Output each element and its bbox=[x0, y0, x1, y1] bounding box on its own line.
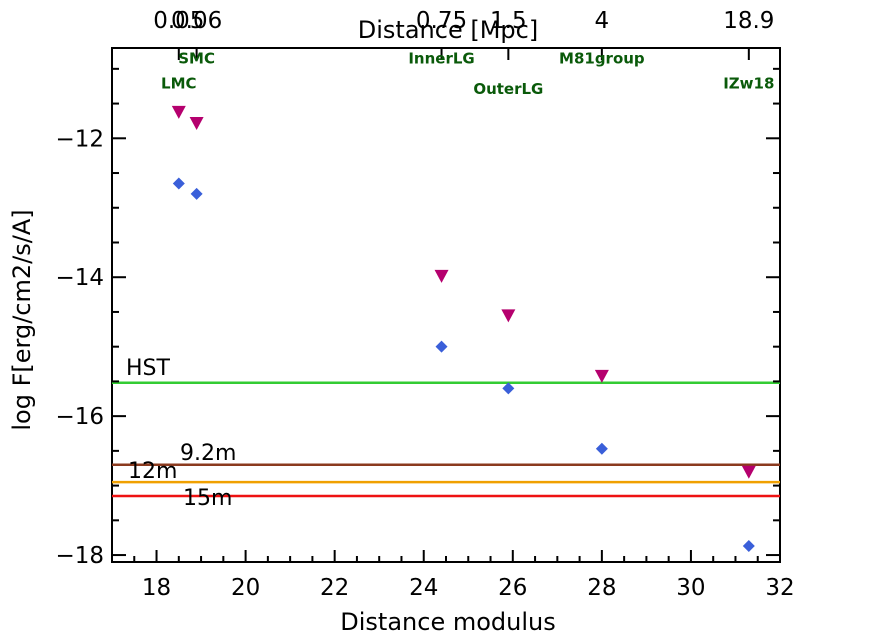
triangles-point bbox=[501, 309, 516, 323]
triangles-point bbox=[171, 105, 186, 119]
top-tick-label: 0.05 bbox=[153, 8, 204, 34]
triangles-point bbox=[594, 369, 609, 383]
hline-label-15m: 15m bbox=[183, 486, 232, 511]
galaxy-label-smc: SMC bbox=[178, 49, 215, 67]
diamonds-point bbox=[172, 177, 185, 190]
y-tick-label: −12 bbox=[55, 126, 104, 152]
diamonds-point bbox=[190, 187, 203, 200]
galaxy-label-innerlg: InnerLG bbox=[408, 49, 474, 67]
hline-label-9.2m: 9.2m bbox=[180, 441, 236, 466]
x-tick-label: 24 bbox=[409, 575, 438, 601]
top-tick-label: 18.9 bbox=[723, 8, 774, 34]
galaxy-label-lmc: LMC bbox=[161, 74, 197, 92]
x-tick-label: 20 bbox=[231, 575, 260, 601]
diamonds-point bbox=[502, 382, 515, 395]
triangles-point bbox=[189, 117, 204, 131]
x-tick-label: 26 bbox=[498, 575, 527, 601]
x-tick-label: 18 bbox=[142, 575, 171, 601]
galaxy-label-outerlg: OuterLG bbox=[473, 80, 543, 98]
galaxy-label-izw18: IZw18 bbox=[723, 74, 774, 92]
y-tick-label: −16 bbox=[55, 404, 104, 430]
x-tick-label: 30 bbox=[676, 575, 705, 601]
top-tick-label: 1.5 bbox=[490, 8, 527, 34]
hline-label-hst: HST bbox=[126, 356, 171, 381]
x-tick-label: 32 bbox=[765, 575, 794, 601]
top-tick-label: 4 bbox=[595, 8, 610, 34]
diamonds-point bbox=[742, 540, 755, 553]
triangles-point bbox=[434, 269, 449, 283]
x-tick-label: 22 bbox=[320, 575, 349, 601]
triangles-point bbox=[741, 465, 756, 479]
top-axis-title: Distance [Mpc] bbox=[358, 16, 538, 44]
x-axis-title: Distance modulus bbox=[340, 608, 555, 636]
hline-label-12m: 12m bbox=[128, 459, 177, 484]
data-marks bbox=[171, 105, 756, 553]
y-tick-label: −14 bbox=[55, 265, 104, 291]
diamonds-point bbox=[595, 442, 608, 455]
y-tick-label: −18 bbox=[55, 543, 104, 569]
y-axis-title: log F[erg/cm2/s/A] bbox=[8, 209, 36, 430]
axis-ticks: 18 20 22 24 26 28 30 32 −18 −16 −14 −12 0.050.06 0.75… bbox=[55, 8, 794, 601]
top-tick-label: 0.75 bbox=[416, 8, 467, 34]
top-tick-label: 0.06 bbox=[171, 8, 222, 34]
x-tick-label: 28 bbox=[587, 575, 616, 601]
galaxy-labels: LMC SMC InnerLG OuterLG M81group IZw18 bbox=[161, 49, 774, 98]
plot-frame bbox=[111, 47, 781, 563]
diamonds-point bbox=[435, 340, 448, 353]
galaxy-label-m81group: M81group bbox=[559, 49, 645, 67]
